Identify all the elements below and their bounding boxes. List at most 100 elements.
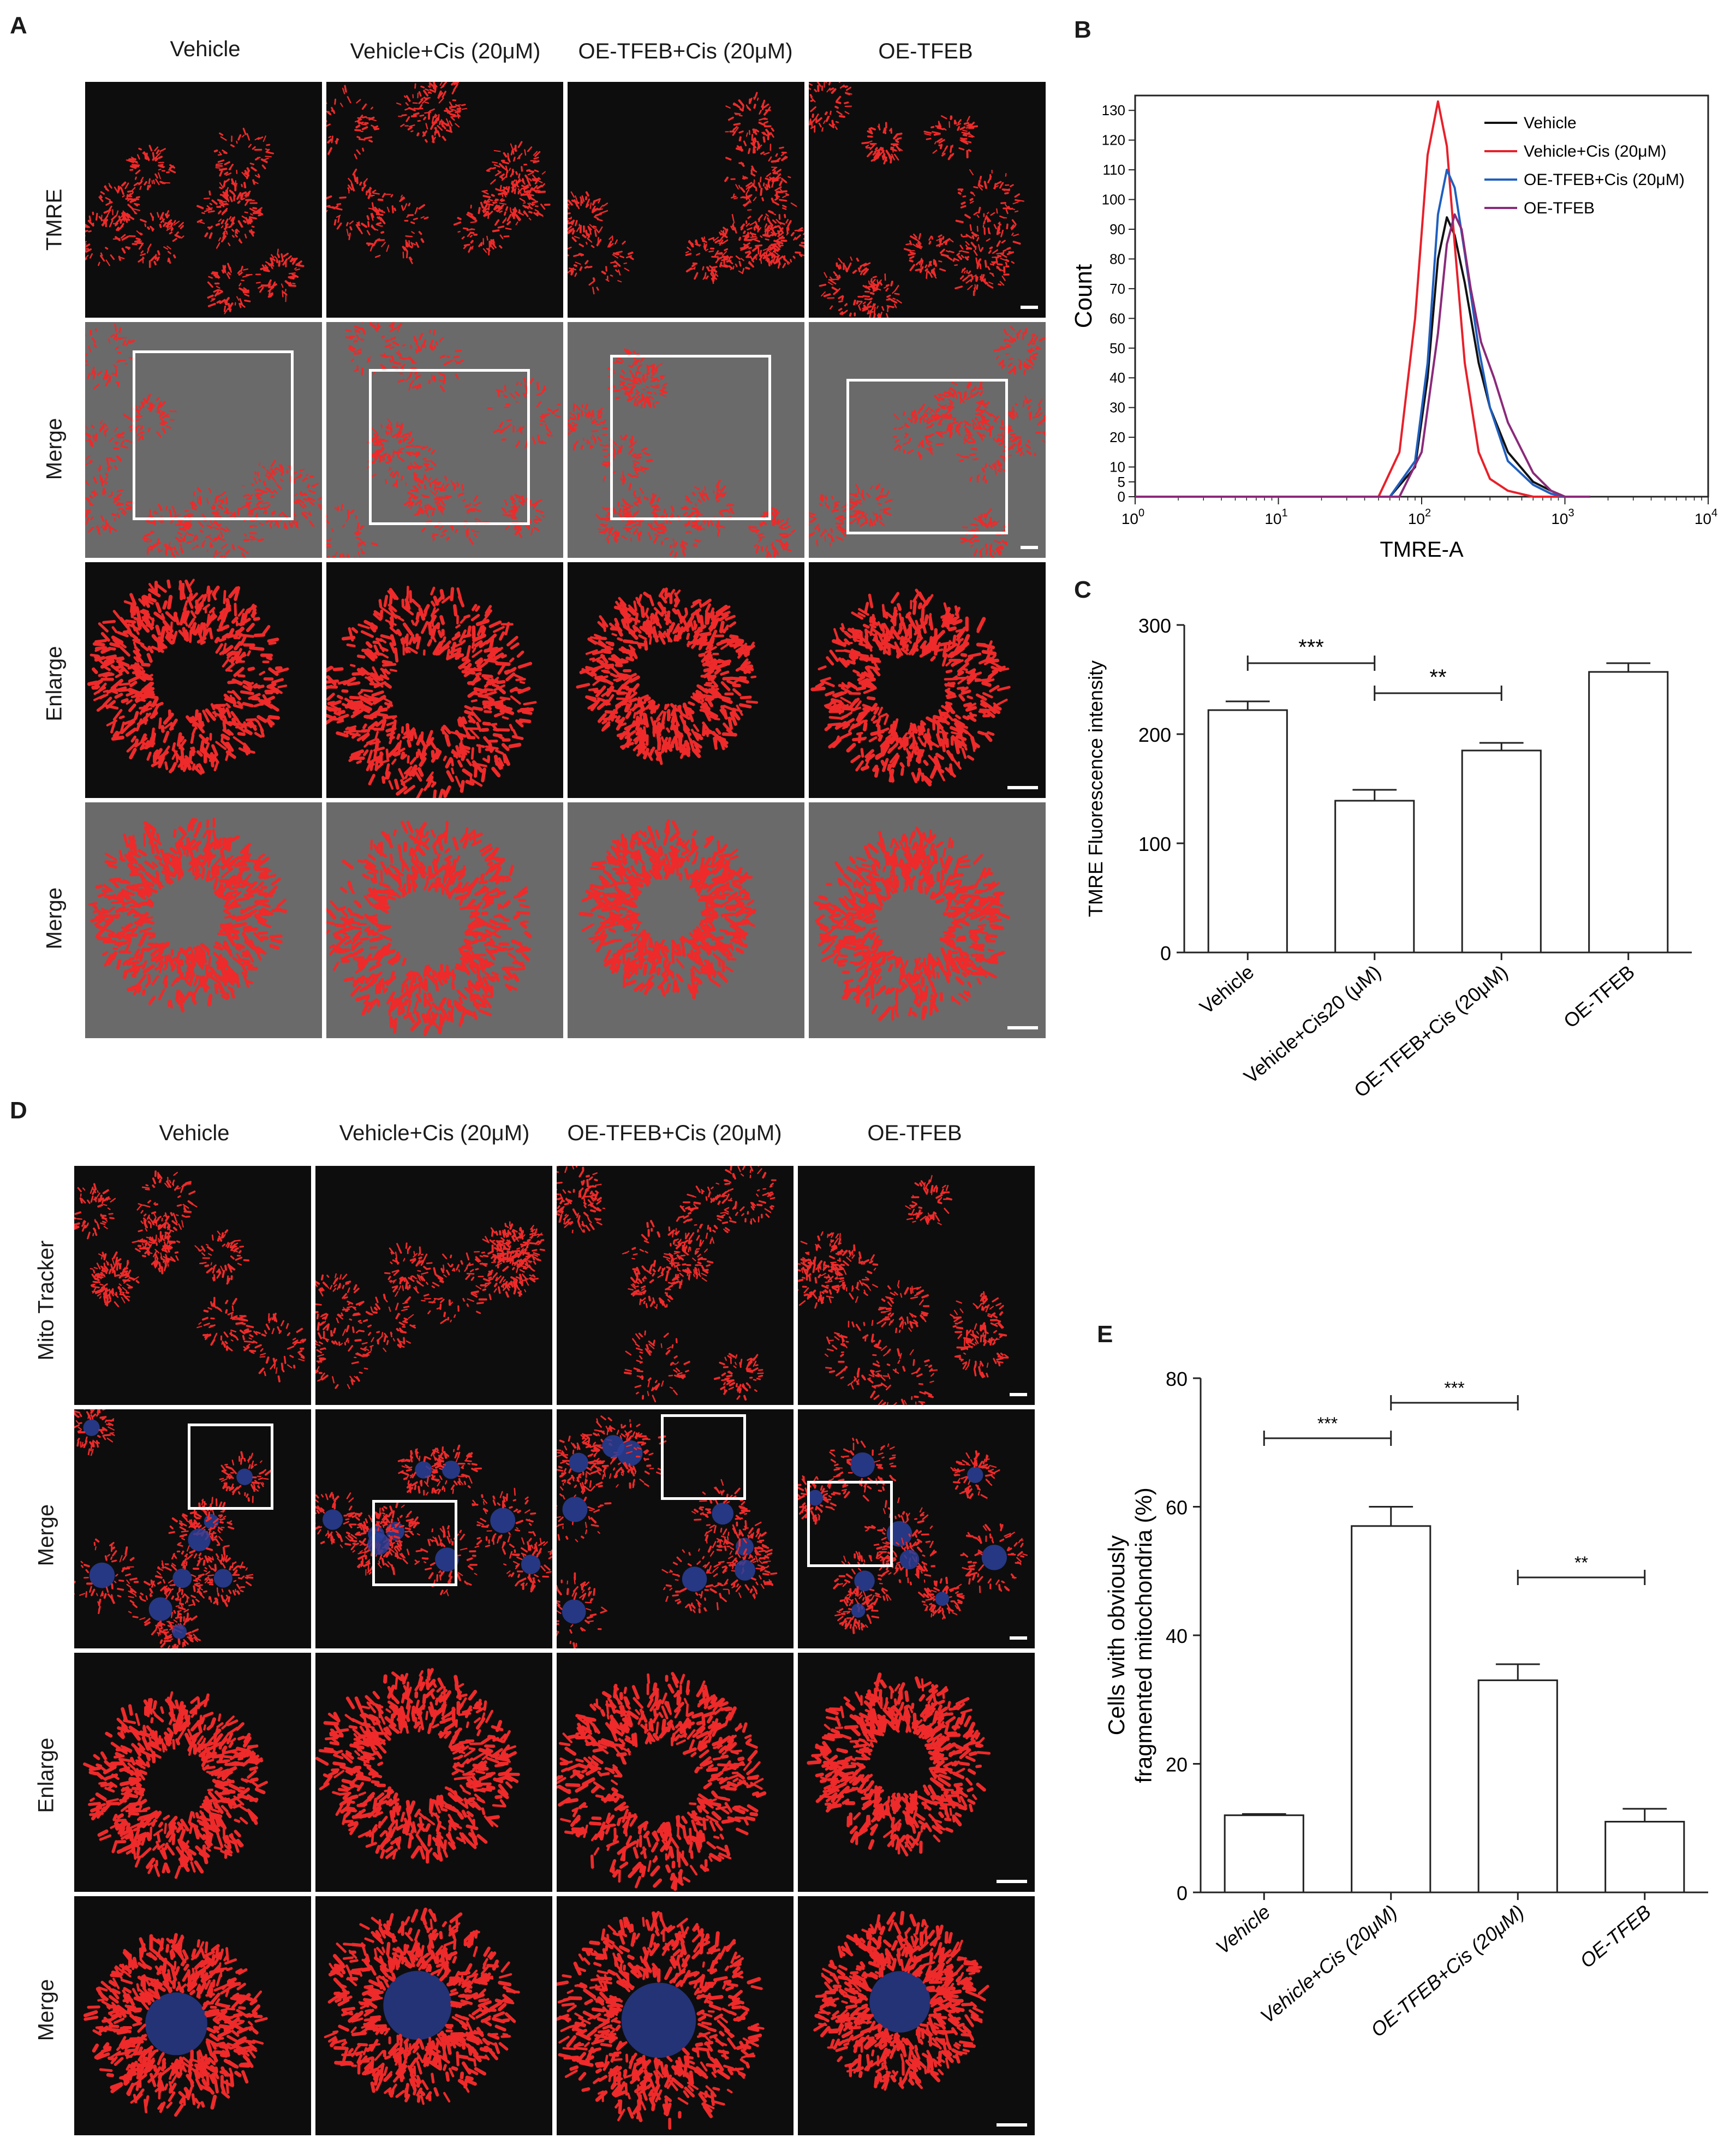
panel-d-row-label: Merge (34, 1504, 58, 1567)
x-axis-title: TMRE-A (1380, 538, 1464, 562)
micrograph-image (83, 1691, 269, 1879)
panel-a-label: A (10, 12, 27, 39)
y-tick-label: 0 (1177, 1882, 1188, 1904)
roi-box (372, 1500, 458, 1587)
histogram-series-line (1135, 169, 1590, 498)
legend-label: Vehicle (1524, 114, 1577, 132)
y-tick-label: 20 (1166, 1754, 1188, 1776)
micrograph-tile (809, 562, 1046, 798)
legend-label: Vehicle+Cis (20μM) (1524, 142, 1667, 160)
micrograph-image (315, 1444, 552, 1597)
micrograph-image (85, 128, 305, 314)
panel-a-row-label: Merge (42, 887, 67, 950)
micrograph-image (798, 1175, 1009, 1405)
roi-box (807, 1481, 893, 1568)
micrograph-image (326, 322, 561, 558)
micrograph-tile (326, 562, 563, 798)
micrograph-tile (74, 1409, 311, 1648)
panel-b-label: B (1074, 16, 1091, 43)
panel-d-row-label: Mito Tracker (34, 1240, 58, 1361)
y-axis-title: TMRE Fluorescence intensity (1084, 660, 1107, 917)
significance-label: ** (1429, 665, 1446, 689)
y-tick-label: 60 (1109, 310, 1125, 326)
micrograph-image (557, 1166, 777, 1403)
y-tick-label: 0 (1160, 942, 1171, 964)
legend-label: OE-TFEB (1524, 199, 1595, 217)
histogram-series-line (1135, 213, 1590, 498)
micrograph-tile (326, 322, 563, 558)
micrograph-image (809, 82, 1025, 318)
bar (1207, 709, 1288, 954)
panel-d-column-label: OE-TFEB+Cis (20μM) (567, 1121, 782, 1145)
micrograph-tile (74, 1166, 311, 1405)
panel-d-column-label: OE-TFEB (867, 1121, 962, 1145)
micrograph-image (568, 92, 804, 295)
micrograph-tile (798, 1896, 1035, 2135)
micrograph-image (814, 826, 1010, 1021)
micrograph-image (813, 1910, 989, 2091)
scale-bar (1007, 1026, 1038, 1029)
micrograph-tile (557, 1166, 794, 1405)
micrograph-tile (85, 562, 322, 798)
significance-label: *** (1444, 1378, 1464, 1398)
x-tick-label: 104 (1695, 507, 1717, 527)
bar (1588, 671, 1669, 954)
roi-box (132, 350, 294, 520)
panel-d-row-label: Merge (34, 1979, 58, 2041)
y-axis-title: Cells with obviously (1103, 1535, 1129, 1735)
bar (1604, 1820, 1685, 1893)
category-label: Vehicle+Cis (20μM) (1256, 1901, 1401, 2028)
bar (1477, 1679, 1558, 1893)
y-tick-label: 300 (1138, 615, 1171, 637)
panel-d-label: D (10, 1097, 27, 1124)
micrograph-image (557, 1672, 767, 1891)
x-tick-label: 103 (1551, 507, 1574, 527)
panel-a-column-label: Vehicle (170, 37, 241, 61)
micrograph-tile (568, 562, 804, 798)
bar (1351, 1525, 1431, 1893)
y-tick-label: 20 (1109, 429, 1125, 445)
y-tick-label: 50 (1109, 340, 1125, 356)
micrograph-tile (798, 1653, 1035, 1892)
roi-box (369, 369, 530, 525)
panel-a-column-label: OE-TFEB+Cis (20μM) (578, 39, 793, 63)
micrograph-image (315, 1221, 545, 1389)
micrograph-image (315, 1667, 520, 1864)
panel-e-label: E (1097, 1321, 1113, 1348)
panel-a-row-label: Merge (42, 418, 67, 480)
micrograph-image (798, 1437, 1028, 1634)
micrograph-tile (326, 802, 563, 1038)
y-tick-label: 200 (1138, 724, 1171, 746)
bar (1461, 749, 1542, 954)
y-tick-label: 80 (1166, 1368, 1188, 1390)
micrograph-tile (85, 802, 322, 1038)
scale-bar (1021, 306, 1038, 309)
micrograph-tile (85, 82, 322, 318)
panel-d-row-label: Enlarge (34, 1737, 58, 1813)
significance-label: ** (1574, 1553, 1588, 1573)
histogram-series-line (1135, 100, 1565, 498)
micrograph-image (326, 820, 532, 1037)
y-tick-label: 10 (1109, 459, 1125, 475)
micrograph-image (809, 325, 1046, 558)
roi-box (846, 378, 1008, 534)
micrograph-tile (74, 1896, 311, 2135)
scale-bar (1010, 1636, 1027, 1640)
micrograph-tile (568, 802, 804, 1038)
micrograph-image (83, 1933, 268, 2117)
micrograph-image (810, 588, 1011, 787)
panel-d-column-label: Vehicle (159, 1121, 230, 1145)
micrograph-tile (809, 802, 1046, 1038)
scale-bar (997, 2123, 1027, 2127)
micrograph-tile (315, 1409, 552, 1648)
micrograph-tile (809, 82, 1046, 318)
bar (1334, 800, 1415, 954)
micrograph-image (557, 1910, 765, 2130)
roi-box (660, 1414, 747, 1500)
x-tick-label: 101 (1264, 507, 1287, 527)
micrograph-image (88, 817, 287, 1013)
micrograph-tile (315, 1896, 552, 2135)
y-tick-label: 70 (1109, 281, 1125, 297)
